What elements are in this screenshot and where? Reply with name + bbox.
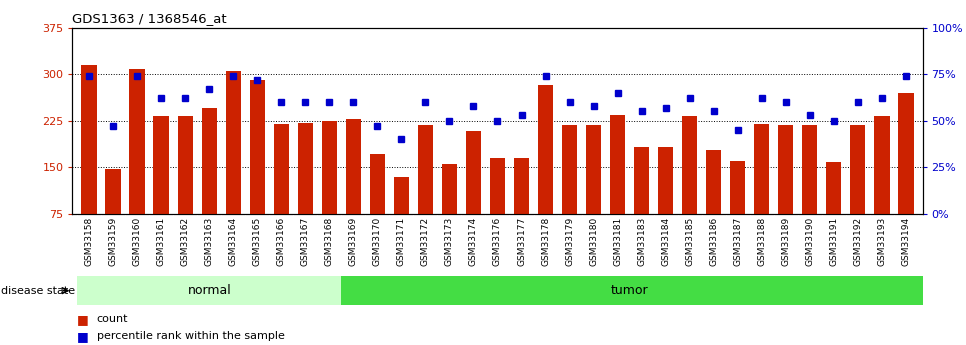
Bar [753,124,770,260]
Text: GSM33173: GSM33173 [445,217,454,266]
Bar [778,125,793,260]
Text: GSM33180: GSM33180 [589,217,598,266]
Text: GSM33166: GSM33166 [277,217,286,266]
Bar [466,131,481,260]
Text: GSM33186: GSM33186 [709,217,718,266]
Text: GSM33176: GSM33176 [493,217,502,266]
Bar [874,116,890,260]
Bar [77,276,341,305]
Bar [393,177,410,260]
Text: GSM33192: GSM33192 [853,217,863,266]
Text: GSM33160: GSM33160 [132,217,142,266]
Text: percentile rank within the sample: percentile rank within the sample [97,332,284,341]
Text: ■: ■ [77,313,89,326]
Bar [225,71,242,260]
Text: GSM33163: GSM33163 [205,217,213,266]
Bar [129,69,145,260]
Text: GSM33194: GSM33194 [901,217,910,266]
Text: GSM33188: GSM33188 [757,217,766,266]
Text: GSM33165: GSM33165 [253,217,262,266]
Text: GSM33169: GSM33169 [349,217,358,266]
Text: GSM33190: GSM33190 [806,217,814,266]
Bar [585,125,602,260]
Text: GSM33162: GSM33162 [181,217,189,266]
Text: GSM33167: GSM33167 [300,217,310,266]
Text: GSM33181: GSM33181 [613,217,622,266]
Bar [298,122,313,260]
Bar [249,80,265,260]
Bar [682,116,697,260]
Text: GSM33159: GSM33159 [109,217,118,266]
Text: tumor: tumor [611,284,648,297]
Bar [610,115,625,260]
Text: GSM33179: GSM33179 [565,217,574,266]
Text: GSM33183: GSM33183 [637,217,646,266]
Text: GSM33172: GSM33172 [421,217,430,266]
Bar [154,116,169,260]
Bar [417,125,434,260]
Text: normal: normal [187,284,231,297]
Text: GSM33168: GSM33168 [325,217,334,266]
Bar [514,158,529,260]
Text: GSM33174: GSM33174 [469,217,478,266]
Bar [730,161,746,260]
Bar [706,150,722,260]
Text: GSM33178: GSM33178 [541,217,550,266]
Text: count: count [97,314,128,324]
Bar [81,65,97,260]
Bar [634,147,649,260]
Bar [538,85,554,260]
Bar [346,119,361,260]
Text: GSM33170: GSM33170 [373,217,382,266]
Text: GSM33171: GSM33171 [397,217,406,266]
Bar [341,276,929,305]
Bar [178,116,193,260]
Text: GSM33161: GSM33161 [156,217,166,266]
Text: GSM33191: GSM33191 [829,217,838,266]
Bar [105,169,121,260]
Text: GSM33185: GSM33185 [685,217,695,266]
Text: GSM33189: GSM33189 [781,217,790,266]
Text: GDS1363 / 1368546_at: GDS1363 / 1368546_at [72,12,227,25]
Bar [202,108,217,260]
Text: GSM33193: GSM33193 [877,217,886,266]
Text: GSM33184: GSM33184 [661,217,670,266]
Bar [898,93,914,260]
Bar [441,164,457,260]
Bar [561,125,578,260]
Text: GSM33187: GSM33187 [733,217,742,266]
Bar [322,121,337,260]
Bar [370,154,385,260]
Bar [802,125,817,260]
Bar [273,124,289,260]
Bar [850,125,866,260]
Bar [658,147,673,260]
Text: ■: ■ [77,330,89,343]
Text: GSM33164: GSM33164 [229,217,238,266]
Bar [490,158,505,260]
Bar [826,162,841,260]
Text: GSM33158: GSM33158 [85,217,94,266]
Text: GSM33177: GSM33177 [517,217,526,266]
Text: disease state: disease state [1,286,75,296]
